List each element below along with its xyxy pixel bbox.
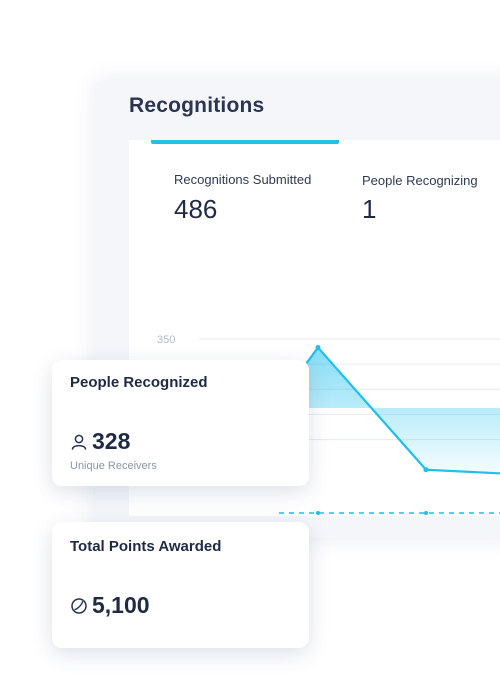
total-points-value: 5,100: [92, 592, 150, 618]
people-recognized-subtitle: Unique Receivers: [70, 460, 157, 472]
metric-value-submitted: 486: [174, 194, 218, 224]
metric-label-submitted: Recognitions Submitted: [174, 172, 312, 187]
people-recognized-title: People Recognized: [70, 374, 208, 391]
total-points-title: Total Points Awarded: [70, 538, 222, 555]
person-icon: [70, 433, 88, 451]
dashed-series-point: [424, 511, 428, 515]
coin-icon: [70, 597, 88, 615]
panel-title: Recognitions: [129, 94, 265, 117]
dashed-series-point: [316, 511, 320, 515]
y-tick-label: 350: [157, 334, 175, 346]
metric-value-recognizing: 1: [362, 194, 377, 224]
active-tab-indicator: [151, 140, 339, 144]
metric-label-recognizing: People Recognizing: [362, 173, 478, 188]
people-recognized-value: 328: [92, 428, 131, 454]
data-point: [423, 467, 429, 473]
people-recognized-card: People Recognized 328 Unique Receivers: [52, 360, 309, 486]
data-point: [315, 345, 321, 351]
total-points-card: Total Points Awarded 5,100: [52, 522, 309, 648]
